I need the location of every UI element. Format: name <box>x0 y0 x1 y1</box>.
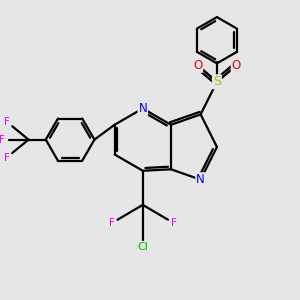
Text: F: F <box>0 135 5 145</box>
Text: N: N <box>196 173 205 186</box>
Text: N: N <box>138 102 147 115</box>
Text: F: F <box>4 153 9 163</box>
Text: O: O <box>232 59 241 72</box>
Text: F: F <box>171 218 177 228</box>
Text: F: F <box>4 117 9 127</box>
Text: S: S <box>213 75 221 88</box>
Text: Cl: Cl <box>137 242 148 252</box>
Text: O: O <box>193 59 202 72</box>
Text: F: F <box>109 218 115 228</box>
